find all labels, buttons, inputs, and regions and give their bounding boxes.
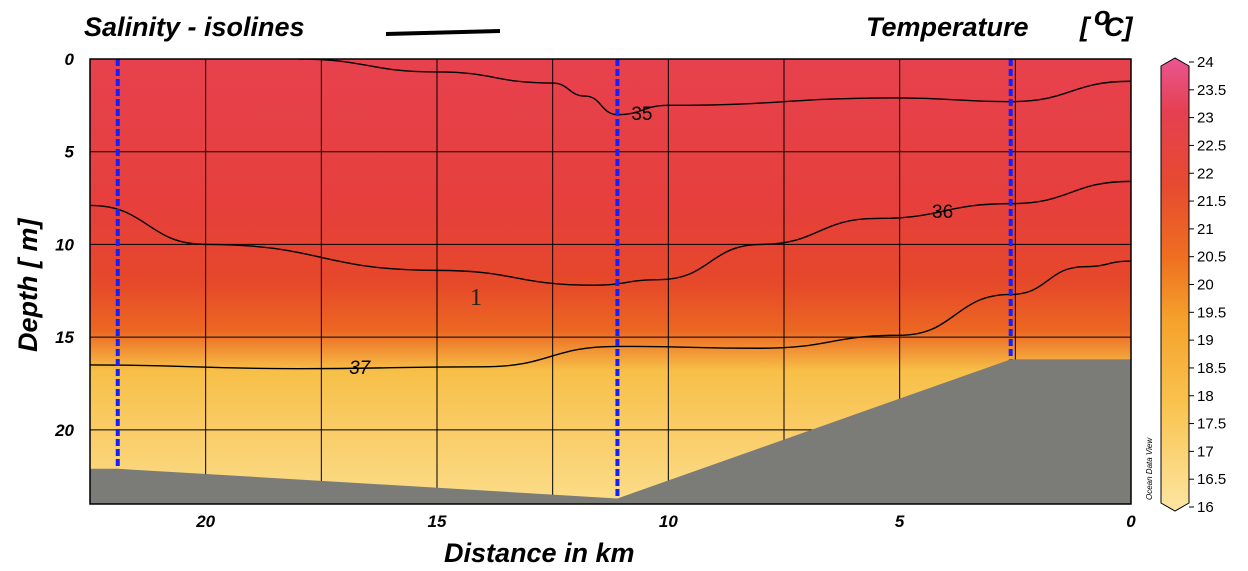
colorbar-tick-label: 19 <box>1197 332 1214 349</box>
watermark: Ocean Data View <box>1145 437 1154 500</box>
title-right-text: Temperature <box>866 12 1029 42</box>
colorbar-tick-label: 23 <box>1197 110 1214 127</box>
y-axis-ticks: 0 5 10 15 20 <box>54 50 74 440</box>
x-tick-label: 5 <box>895 512 905 531</box>
plot-frame <box>89 58 1132 505</box>
salinity-isoline <box>298 59 1131 116</box>
colorbar-tick-label: 21 <box>1197 221 1214 238</box>
colorbar <box>1160 57 1190 512</box>
colorbar-tick-label: 21.5 <box>1197 193 1226 210</box>
title-right-degree: o <box>1094 1 1111 31</box>
colorbar-tick-label: 19.5 <box>1197 304 1226 321</box>
colorbar-tick-label: 23.5 <box>1197 82 1226 99</box>
isoline-label: 37 <box>349 358 372 379</box>
isoline-labels: 35 36 37 <box>349 104 953 379</box>
y-tick-label: 5 <box>65 143 75 162</box>
y-axis-label: Depth [ m] <box>13 218 43 352</box>
title-right: Temperature [ o C] <box>866 1 1133 42</box>
colorbar-tick-label: 16 <box>1197 499 1214 516</box>
isoline-legend-swatch <box>385 29 501 36</box>
x-tick-label: 20 <box>195 512 215 531</box>
x-tick-label: 15 <box>428 512 447 531</box>
colorbar-tick-label: 17.5 <box>1197 416 1226 433</box>
y-tick-label: 10 <box>55 235 74 254</box>
colorbar-tick-label: 16.5 <box>1197 471 1226 488</box>
x-tick-label: 10 <box>659 512 678 531</box>
salinity-isoline <box>90 260 1131 370</box>
bottom-topography <box>90 359 1131 504</box>
colorbar-tick-label: 20.5 <box>1197 249 1226 266</box>
x-tick-label: 0 <box>1126 512 1136 531</box>
salinity-isoline <box>90 180 1131 286</box>
colorbar-tick-label: 18 <box>1197 388 1214 405</box>
annotation-marker: 1 <box>470 285 482 311</box>
salinity-isolines <box>90 59 1131 370</box>
colorbar-tick-label: 18.5 <box>1197 360 1226 377</box>
isoline-label: 35 <box>631 104 652 125</box>
colorbar-tick-label: 22.5 <box>1197 137 1226 154</box>
y-tick-label: 15 <box>55 328 74 347</box>
title-right-unit: C] <box>1104 12 1133 42</box>
seabed <box>90 359 1131 504</box>
y-tick-label: 20 <box>54 421 74 440</box>
title-right-bracket: [ <box>1079 12 1092 42</box>
colorbar-tick-label: 20 <box>1197 277 1214 294</box>
station-lines <box>115 59 1013 499</box>
colorbar-tick-label: 24 <box>1197 54 1214 71</box>
x-axis-label: Distance in km <box>444 538 635 568</box>
colorbar-tick-label: 22 <box>1197 165 1214 182</box>
isoline-label: 36 <box>932 202 953 223</box>
x-axis-ticks: 20 15 10 5 0 <box>195 512 1136 531</box>
colorbar-ticks: 24 23.5 23 22.5 22 21.5 21 20.5 20 19.5 19 18.5 18 17… <box>1189 54 1226 516</box>
colorbar-tick-label: 17 <box>1197 443 1214 460</box>
title-left: Salinity - isolines <box>84 12 305 42</box>
y-tick-label: 0 <box>65 50 75 69</box>
